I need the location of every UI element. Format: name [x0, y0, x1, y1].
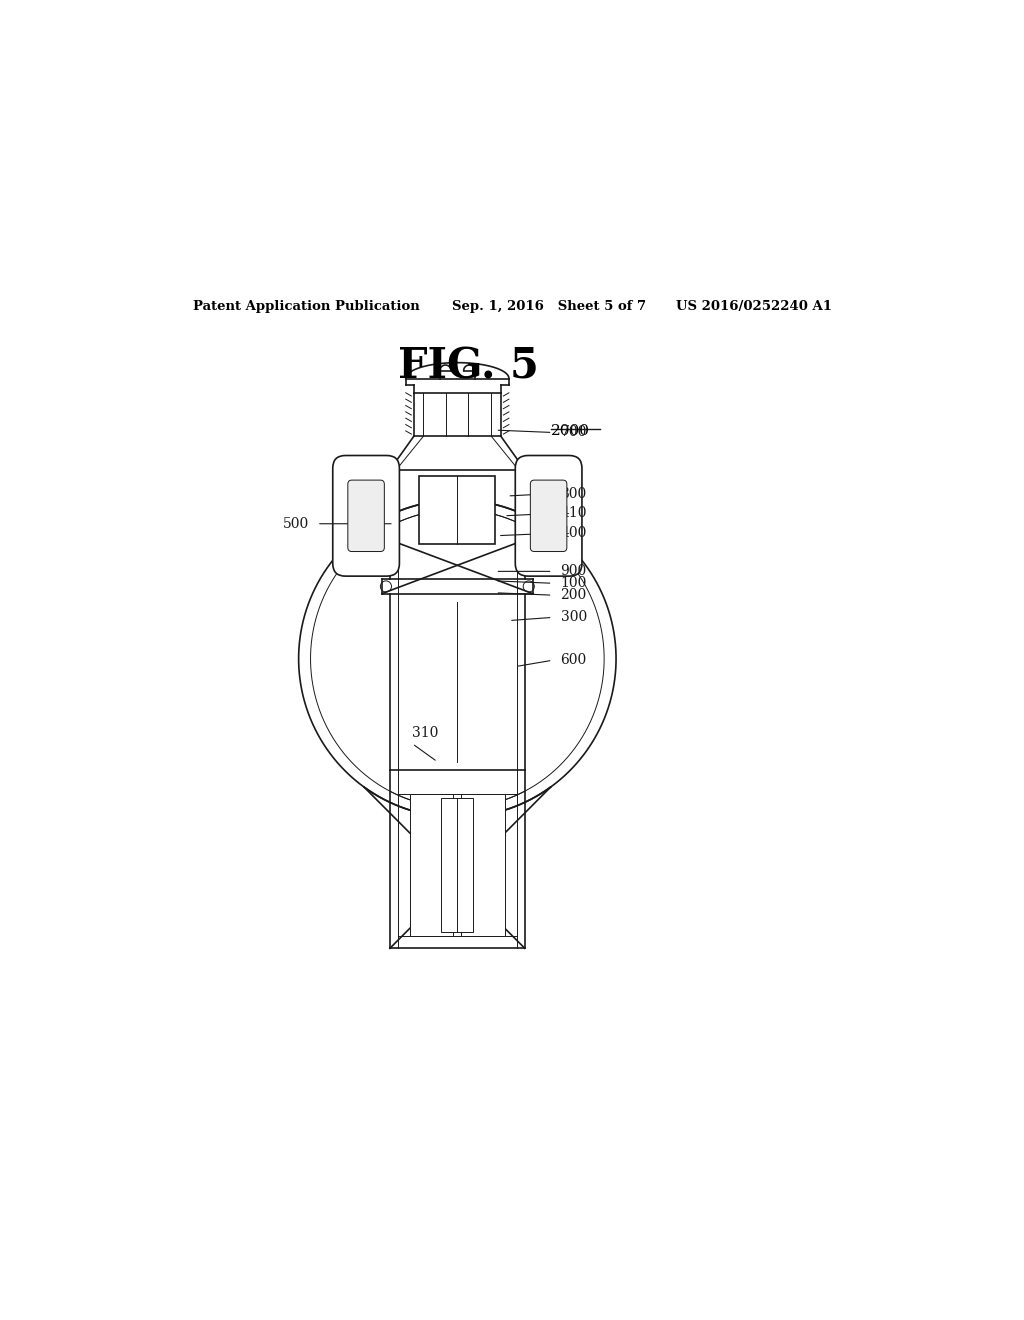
Text: 800: 800 [560, 487, 587, 500]
Bar [419, 477, 496, 544]
Text: US 2016/0252240 A1: US 2016/0252240 A1 [676, 300, 831, 313]
Text: 310: 310 [412, 726, 438, 741]
Text: Patent Application Publication: Patent Application Publication [194, 300, 420, 313]
FancyBboxPatch shape [333, 455, 399, 576]
Text: 300: 300 [560, 610, 587, 624]
Text: 500: 500 [283, 516, 309, 531]
Text: 900: 900 [560, 565, 587, 578]
Text: 400: 400 [560, 527, 587, 540]
Bar [441, 797, 473, 932]
Text: FIG. 5: FIG. 5 [397, 346, 539, 387]
Bar [461, 793, 505, 936]
Text: 200: 200 [560, 589, 587, 602]
FancyBboxPatch shape [530, 480, 567, 552]
Text: 2000: 2000 [551, 424, 590, 438]
Text: 600: 600 [560, 653, 587, 667]
Text: Sep. 1, 2016   Sheet 5 of 7: Sep. 1, 2016 Sheet 5 of 7 [452, 300, 646, 313]
Text: 100: 100 [560, 577, 587, 590]
Bar [410, 793, 454, 936]
FancyBboxPatch shape [515, 455, 582, 576]
Text: 700: 700 [560, 425, 587, 440]
Text: 410: 410 [560, 507, 587, 520]
FancyBboxPatch shape [348, 480, 384, 552]
